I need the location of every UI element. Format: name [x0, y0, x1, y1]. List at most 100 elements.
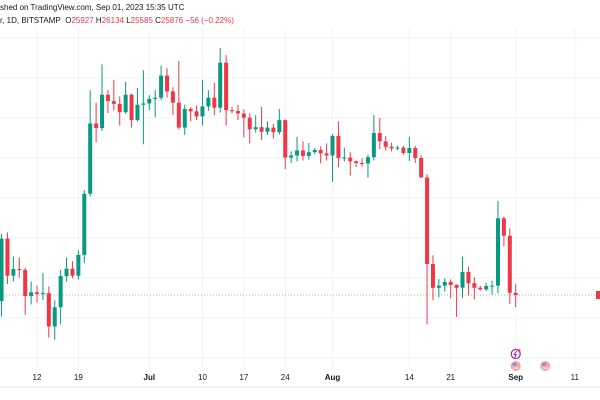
- candle[interactable]: [513, 284, 518, 308]
- candle[interactable]: [247, 113, 252, 144]
- candle[interactable]: [40, 273, 45, 301]
- candle[interactable]: [94, 102, 99, 143]
- candle[interactable]: [165, 68, 170, 98]
- candle[interactable]: [194, 105, 199, 121]
- candle[interactable]: [454, 284, 459, 317]
- candle[interactable]: [401, 145, 406, 155]
- candle[interactable]: [330, 134, 335, 182]
- candle[interactable]: [318, 146, 323, 164]
- candle-body: [271, 127, 276, 133]
- candle[interactable]: [259, 106, 264, 141]
- us-flag-icon[interactable]: [510, 361, 521, 371]
- candle[interactable]: [484, 282, 489, 292]
- candle[interactable]: [501, 216, 506, 247]
- candle[interactable]: [82, 190, 87, 263]
- candle[interactable]: [271, 123, 276, 139]
- candle[interactable]: [377, 118, 382, 150]
- candle[interactable]: [383, 135, 388, 151]
- candle[interactable]: [495, 200, 500, 294]
- candle[interactable]: [153, 90, 158, 118]
- candle[interactable]: [182, 104, 187, 136]
- candle[interactable]: [0, 233, 4, 317]
- candle[interactable]: [395, 145, 400, 151]
- candle[interactable]: [507, 228, 512, 304]
- candle[interactable]: [442, 278, 447, 292]
- candle[interactable]: [117, 96, 122, 126]
- candle[interactable]: [413, 145, 418, 163]
- candle[interactable]: [472, 277, 477, 300]
- candle[interactable]: [23, 267, 28, 315]
- candle[interactable]: [5, 232, 10, 285]
- candle-body: [100, 94, 105, 129]
- candle[interactable]: [29, 281, 34, 305]
- candle[interactable]: [348, 152, 353, 176]
- candle[interactable]: [425, 174, 430, 325]
- candle[interactable]: [88, 90, 93, 197]
- candle[interactable]: [342, 147, 347, 162]
- candle-body: [289, 155, 294, 158]
- candle[interactable]: [52, 300, 57, 340]
- candle[interactable]: [277, 108, 282, 135]
- candle[interactable]: [407, 136, 412, 161]
- candle[interactable]: [230, 106, 235, 114]
- candle[interactable]: [224, 55, 229, 126]
- candle[interactable]: [58, 269, 63, 325]
- candle[interactable]: [490, 280, 495, 295]
- candle[interactable]: [241, 109, 246, 138]
- candle[interactable]: [76, 250, 81, 280]
- candle[interactable]: [147, 95, 152, 111]
- candle[interactable]: [129, 93, 134, 128]
- candle[interactable]: [289, 151, 294, 163]
- candle[interactable]: [17, 257, 22, 278]
- candle[interactable]: [354, 160, 359, 168]
- candle[interactable]: [306, 143, 311, 160]
- candle[interactable]: [235, 104, 240, 121]
- candle[interactable]: [206, 90, 211, 111]
- candle[interactable]: [141, 70, 146, 145]
- candle[interactable]: [360, 158, 365, 167]
- candle[interactable]: [324, 143, 329, 161]
- candle[interactable]: [460, 256, 465, 299]
- candle[interactable]: [123, 81, 128, 114]
- candle[interactable]: [218, 47, 223, 113]
- candle[interactable]: [200, 79, 205, 126]
- candle[interactable]: [212, 82, 217, 116]
- candle[interactable]: [336, 121, 341, 168]
- candle[interactable]: [135, 88, 140, 122]
- candle-body: [253, 127, 258, 130]
- candle[interactable]: [64, 257, 69, 282]
- candle-body: [105, 94, 110, 101]
- lightning-icon[interactable]: [510, 348, 521, 360]
- candle[interactable]: [430, 255, 435, 301]
- candle[interactable]: [365, 154, 370, 178]
- candle[interactable]: [371, 115, 376, 161]
- candle[interactable]: [100, 64, 105, 131]
- candle[interactable]: [389, 142, 394, 152]
- candle[interactable]: [478, 285, 483, 291]
- candle-body: [501, 218, 506, 236]
- candle[interactable]: [105, 90, 110, 114]
- candle[interactable]: [466, 266, 471, 296]
- us-flag-icon[interactable]: [540, 361, 551, 371]
- candle[interactable]: [176, 61, 181, 130]
- candle[interactable]: [35, 285, 39, 303]
- candle[interactable]: [300, 141, 305, 161]
- candle[interactable]: [170, 87, 175, 116]
- candle[interactable]: [448, 279, 453, 299]
- candle[interactable]: [265, 121, 270, 136]
- candle[interactable]: [11, 256, 16, 282]
- candle-body: [188, 108, 193, 112]
- candle[interactable]: [295, 136, 300, 162]
- candle[interactable]: [436, 279, 441, 298]
- candle[interactable]: [46, 286, 51, 338]
- candle[interactable]: [312, 147, 317, 155]
- candle-body: [5, 238, 10, 276]
- candle[interactable]: [111, 79, 116, 111]
- candle[interactable]: [188, 107, 193, 122]
- candle[interactable]: [419, 155, 424, 178]
- candle[interactable]: [159, 65, 164, 101]
- candle[interactable]: [70, 261, 75, 279]
- candle[interactable]: [253, 115, 258, 133]
- candle[interactable]: [283, 119, 288, 170]
